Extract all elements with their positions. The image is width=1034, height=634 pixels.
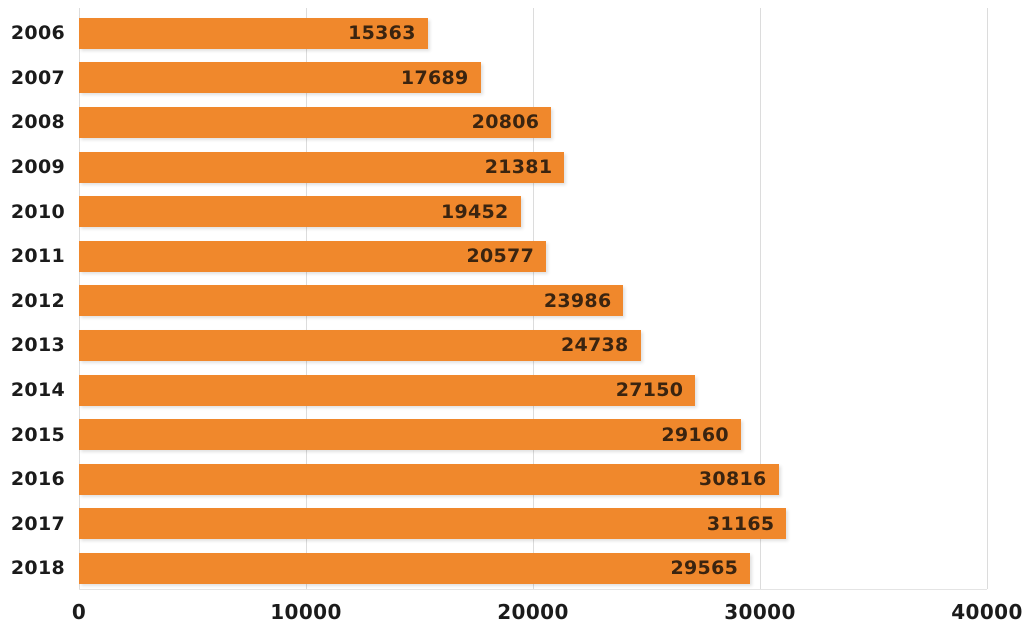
bar-row: 2008 20806: [0, 100, 1034, 145]
x-axis-tick-label: 30000: [724, 600, 796, 624]
bar-value-label: 30816: [698, 468, 767, 491]
bar-value-label: 21381: [484, 156, 553, 179]
bar-track: 24738: [79, 329, 1034, 361]
x-axis-tick-label: 0: [71, 600, 87, 624]
y-axis-label: 2018: [10, 557, 65, 580]
bar-row: 2015 29160: [0, 412, 1034, 457]
bar-value-label: 27150: [615, 379, 684, 402]
bar: 17689: [79, 62, 481, 94]
bar-track: 20577: [79, 240, 1034, 272]
bar-value-label: 29565: [670, 557, 739, 580]
gridline: [987, 8, 988, 589]
x-axis-tick-label: 20000: [497, 600, 569, 624]
bar-row: 2012 23986: [0, 279, 1034, 324]
bar-track: 23986: [79, 285, 1034, 317]
bar: 29160: [79, 419, 741, 451]
bar-row: 2010 19452: [0, 189, 1034, 234]
bar-track: 29160: [79, 419, 1034, 451]
bar-track: 21381: [79, 151, 1034, 183]
bar-value-label: 17689: [400, 66, 469, 89]
bar: 24738: [79, 329, 641, 361]
y-axis-label: 2016: [10, 468, 65, 491]
bar: 19452: [79, 196, 521, 228]
x-axis-tick-label: 10000: [270, 600, 342, 624]
y-axis-label: 2013: [10, 334, 65, 357]
bar-value-label: 19452: [440, 200, 509, 223]
bar-value-label: 23986: [543, 289, 612, 312]
bar-rows: 2006 15363 2007 17689 2008 20806 2009 21381 2010…: [0, 11, 1034, 591]
y-axis-label: 2010: [10, 200, 65, 223]
bar-track: 19452: [79, 196, 1034, 228]
x-axis: 0 10000 20000 30000 40000: [0, 600, 1034, 630]
y-axis-label: 2017: [10, 512, 65, 535]
bar-track: 17689: [79, 62, 1034, 94]
y-axis-label: 2006: [10, 22, 65, 45]
gridline: [760, 8, 761, 589]
bar: 23986: [79, 285, 624, 317]
bar-row: 2007 17689: [0, 56, 1034, 101]
y-axis-label: 2009: [10, 156, 65, 179]
bar-row: 2006 15363: [0, 11, 1034, 56]
bar-track: 27150: [79, 374, 1034, 406]
bar: 31165: [79, 508, 787, 540]
bar-value-label: 20577: [466, 245, 535, 268]
bar-row: 2017 31165: [0, 502, 1034, 547]
bar-track: 30816: [79, 463, 1034, 495]
bar-track: 15363: [79, 17, 1034, 49]
y-axis-label: 2012: [10, 289, 65, 312]
bar-value-label: 15363: [348, 22, 416, 45]
y-axis-label: 2014: [10, 379, 65, 402]
bar: 29565: [79, 552, 751, 584]
bar: 20806: [79, 106, 552, 138]
bar-track: 29565: [79, 552, 1034, 584]
bar-value-label: 29160: [661, 423, 729, 446]
bar-row: 2014 27150: [0, 368, 1034, 413]
bar-row: 2016 30816: [0, 457, 1034, 502]
bar: 30816: [79, 463, 779, 495]
y-axis-label: 2007: [10, 66, 65, 89]
bar-row: 2018 29565: [0, 546, 1034, 591]
x-axis-tick-label: 40000: [951, 600, 1023, 624]
y-axis-label: 2008: [10, 111, 65, 134]
bar-row: 2013 24738: [0, 323, 1034, 368]
bar: 20577: [79, 240, 547, 272]
y-axis-label: 2011: [10, 245, 65, 268]
bar: 21381: [79, 151, 565, 183]
bar: 27150: [79, 374, 696, 406]
y-axis-label: 2015: [10, 423, 65, 446]
bar-track: 31165: [79, 508, 1034, 540]
bar-value-label: 31165: [706, 512, 775, 535]
bar-track: 20806: [79, 106, 1034, 138]
bar-row: 2009 21381: [0, 145, 1034, 190]
bar-value-label: 20806: [471, 111, 540, 134]
bar-value-label: 24738: [560, 334, 629, 357]
bar-row: 2011 20577: [0, 234, 1034, 279]
bar: 15363: [79, 17, 428, 49]
